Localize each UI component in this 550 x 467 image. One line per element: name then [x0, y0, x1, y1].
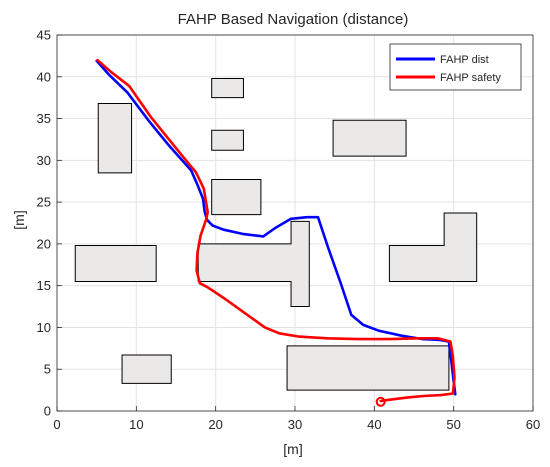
x-tick-label: 50: [446, 417, 460, 432]
x-tick-label: 0: [53, 417, 60, 432]
legend-box: [389, 43, 522, 91]
obstacle: [211, 179, 262, 216]
plot-frame: [56, 34, 534, 412]
obstacle: [121, 354, 172, 384]
y-tick-label: 5: [44, 362, 51, 377]
y-tick-label: 45: [37, 28, 51, 43]
start-marker: [375, 396, 386, 407]
obstacle: [286, 345, 450, 391]
obstacle: [211, 129, 244, 151]
y-axis-label: [m]: [11, 210, 27, 229]
tick-labels: 0 10 20 30 40 50 60 0 5 10 15 20 25 30 35 40 45: [37, 28, 541, 433]
obstacle: [97, 103, 133, 174]
y-tick-label: 35: [37, 111, 51, 126]
y-tick-label: 30: [37, 153, 51, 168]
x-tick-label: 10: [129, 417, 143, 432]
y-tick-label: 0: [44, 404, 51, 419]
x-axis-label: [m]: [283, 441, 302, 457]
x-tick-label: 30: [288, 417, 302, 432]
obstacle: [197, 220, 310, 308]
obstacle: [388, 212, 478, 282]
obstacles: [74, 77, 478, 391]
x-tick-label: 20: [208, 417, 222, 432]
x-tick-label: 40: [367, 417, 381, 432]
series-lines: [95, 58, 457, 407]
obstacle: [211, 77, 244, 99]
legend: FAHP dist FAHP safety: [389, 43, 522, 91]
y-tick-label: 10: [37, 320, 51, 335]
x-tick-label: 60: [526, 417, 540, 432]
y-tick-label: 15: [37, 278, 51, 293]
series-line-fahp-safety: [96, 58, 456, 403]
y-tick-label: 20: [37, 236, 51, 251]
chart-title: FAHP Based Navigation (distance): [178, 11, 409, 28]
legend-label-fahp-safety: FAHP safety: [440, 72, 501, 84]
legend-label-fahp-dist: FAHP dist: [440, 54, 489, 66]
obstacle: [74, 245, 157, 282]
series-line-fahp-dist: [95, 59, 457, 396]
obstacle: [332, 119, 407, 157]
y-tick-label: 40: [37, 69, 51, 84]
y-tick-label: 25: [37, 195, 51, 210]
